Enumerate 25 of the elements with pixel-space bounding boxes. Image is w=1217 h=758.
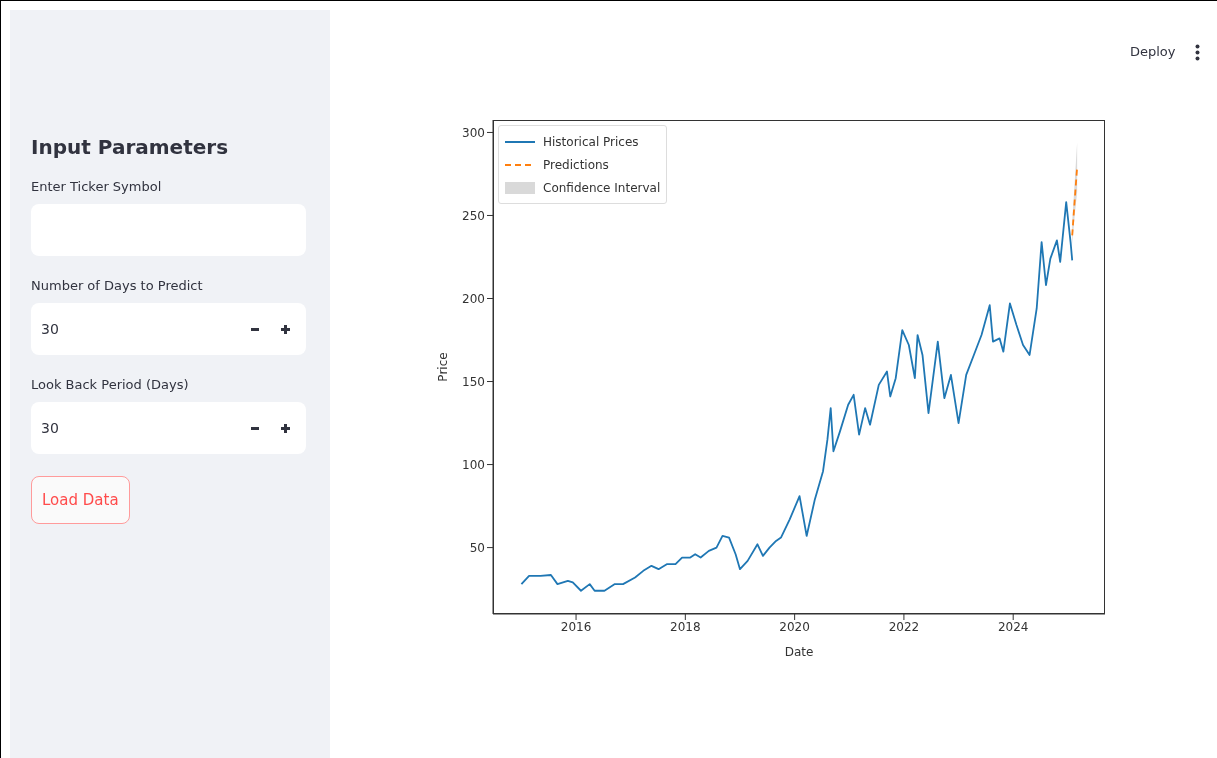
x-tick-label: 2022 xyxy=(888,619,920,634)
text: Number of Days to Predict xyxy=(31,278,204,293)
text: Deploy xyxy=(1130,44,1176,59)
legend-label: Historical Prices xyxy=(543,134,639,149)
y-tick-label: 250 xyxy=(462,208,485,223)
text: 30 xyxy=(41,420,60,436)
line-series xyxy=(520,201,1074,592)
text: Enter Ticker Symbol xyxy=(31,179,163,194)
y-tick-label: 50 xyxy=(469,540,485,555)
y-tick-label: 300 xyxy=(462,125,485,140)
text: Input Parameters xyxy=(31,135,230,159)
legend-label: Predictions xyxy=(543,157,609,172)
text: Look Back Period (Days) xyxy=(31,377,190,392)
y-tick-label: 150 xyxy=(462,374,485,389)
y-axis-title: Price xyxy=(436,352,451,382)
x-tick-label: 2016 xyxy=(560,619,592,634)
legend-label: Confidence Interval xyxy=(543,180,661,195)
text: 30 xyxy=(41,321,60,337)
y-tick-label: 100 xyxy=(462,457,485,472)
y-tick-label: 200 xyxy=(462,291,485,306)
text: Load Data xyxy=(31,476,130,524)
x-tick-label: 2020 xyxy=(779,619,810,634)
x-tick-label: 2018 xyxy=(670,619,701,634)
x-tick-label: 2024 xyxy=(997,619,1029,634)
x-axis-title: Date xyxy=(784,645,814,659)
